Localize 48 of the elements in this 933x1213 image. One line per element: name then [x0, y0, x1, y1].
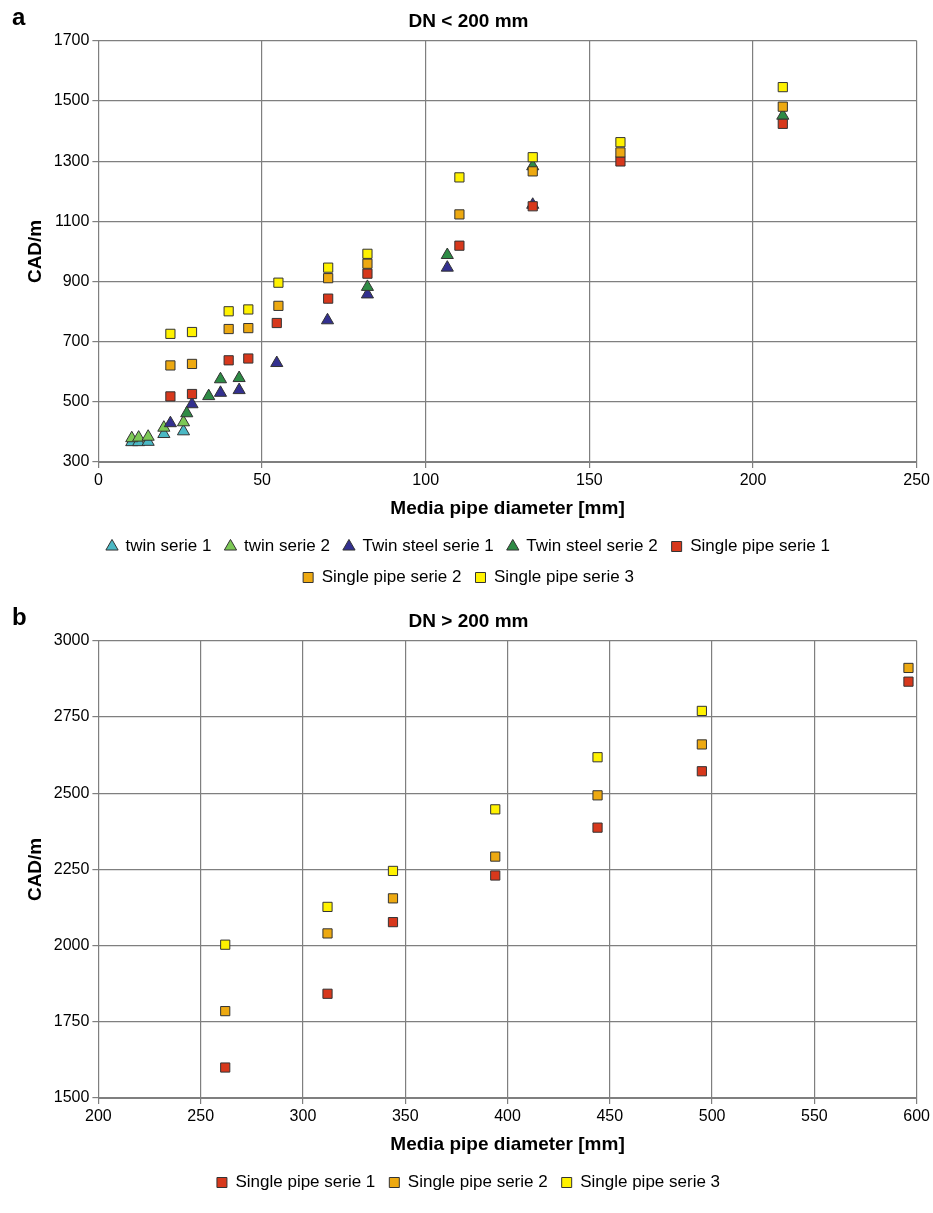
legend-label: Single pipe serie 3 — [494, 567, 634, 587]
chart-title: DN > 200 mm — [408, 609, 529, 631]
x-tick-label: 100 — [412, 471, 440, 489]
x-tick-label: 150 — [576, 471, 603, 489]
x-tick-label: 400 — [494, 1107, 521, 1125]
legend-label: Twin steel serie 1 — [362, 536, 494, 556]
x-tick-label: 600 — [903, 1107, 931, 1125]
y-axis-title: CAD/m — [23, 219, 45, 284]
x-tick-label: 500 — [698, 1107, 726, 1125]
y-tick-label: 1750 — [53, 1012, 90, 1030]
legend-label: Single pipe serie 1 — [235, 1172, 376, 1192]
y-tick-label: 1100 — [54, 211, 90, 229]
chart-title: DN < 200 mm — [408, 9, 529, 31]
x-tick-label: 200 — [739, 471, 767, 489]
legend-label: Twin steel serie 2 — [526, 536, 658, 556]
legend-label: twin serie 1 — [125, 536, 212, 556]
y-tick-label: 2500 — [53, 783, 90, 801]
x-axis-title: Media pipe diameter [mm] — [390, 1132, 625, 1154]
legend-label: Single pipe serie 1 — [690, 536, 831, 556]
text: a — [12, 2, 26, 30]
x-tick-label: 0 — [93, 471, 103, 489]
y-tick-label: 900 — [62, 271, 90, 289]
y-tick-label: 2750 — [53, 707, 90, 725]
x-tick-label: 50 — [253, 471, 272, 489]
x-tick-label: 200 — [85, 1107, 112, 1125]
y-axis-title: CAD/m — [23, 837, 45, 902]
x-tick-label: 300 — [289, 1107, 317, 1125]
legend-label: Single pipe serie 3 — [580, 1172, 721, 1192]
legend-label: Single pipe serie 2 — [321, 567, 462, 587]
y-tick-label: 1700 — [53, 31, 90, 49]
y-tick-label: 500 — [62, 392, 90, 410]
x-tick-label: 550 — [801, 1107, 828, 1125]
x-axis-title: Media pipe diameter [mm] — [390, 496, 625, 518]
y-tick-label: 1300 — [53, 151, 90, 169]
y-tick-label: 2250 — [53, 859, 90, 877]
y-tick-label: 2000 — [53, 936, 90, 954]
text: b — [12, 602, 27, 630]
x-tick-label: 250 — [903, 471, 931, 489]
x-tick-label: 350 — [391, 1107, 419, 1125]
x-tick-label: 250 — [187, 1107, 215, 1125]
y-tick-label: 300 — [62, 452, 90, 470]
y-tick-label: 1500 — [53, 1088, 90, 1106]
legend-label: Single pipe serie 2 — [407, 1172, 548, 1192]
y-tick-label: 700 — [62, 332, 90, 350]
y-tick-label: 3000 — [53, 631, 90, 649]
y-tick-label: 1500 — [53, 91, 90, 109]
legend-label: twin serie 2 — [243, 536, 330, 556]
x-tick-label: 450 — [596, 1107, 624, 1125]
